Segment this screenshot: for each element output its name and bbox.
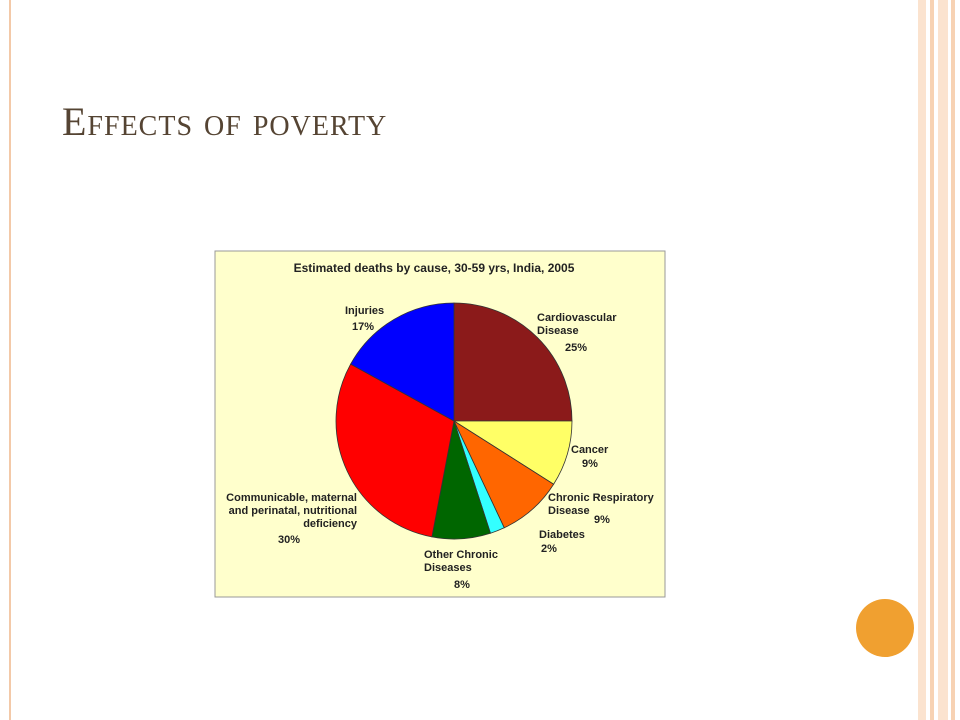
value-label: 25% xyxy=(565,342,588,354)
slice-label: Injuries xyxy=(345,305,385,317)
slice-label: Cancer xyxy=(571,444,609,456)
stripe xyxy=(938,0,948,720)
stripe xyxy=(951,0,955,720)
value-label: 8% xyxy=(454,579,470,591)
value-label: 9% xyxy=(594,514,610,526)
slice-label: Cardiovascular Disease xyxy=(537,312,617,337)
stripe xyxy=(930,0,934,720)
value-label: 17% xyxy=(352,321,375,333)
stripe xyxy=(918,0,926,720)
value-label: 9% xyxy=(582,458,598,470)
slice-label: Other Chronic Diseases xyxy=(424,549,498,574)
chart-title: Estimated deaths by cause, 30-59 yrs, In… xyxy=(294,261,575,275)
slice-label: Communicable, maternal and perinatal, nu… xyxy=(226,492,357,530)
slice-label: Diabetes xyxy=(539,529,585,541)
value-label: 2% xyxy=(541,543,557,555)
pie-slice xyxy=(335,363,455,538)
pie-slice xyxy=(453,302,573,422)
slice-label: Chronic Respiratory Disease xyxy=(548,492,654,517)
value-label: 30% xyxy=(278,534,301,546)
pie-slice xyxy=(350,302,455,422)
ornament-circle xyxy=(856,599,914,657)
slide-title: Effects of poverty xyxy=(62,99,388,144)
